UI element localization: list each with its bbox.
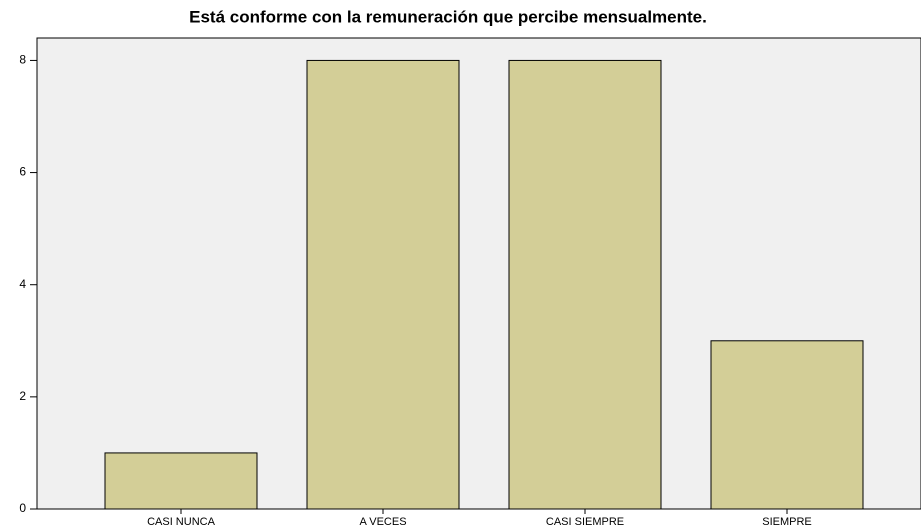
x-tick-label: A VECES <box>359 516 406 528</box>
bar <box>306 59 460 510</box>
y-tick-label: 8 <box>19 53 26 67</box>
y-tick-label: 4 <box>19 277 26 291</box>
x-tick-label: CASI NUNCA <box>147 516 216 528</box>
chart-title: Está conforme con la remuneración que pe… <box>189 7 707 26</box>
bar <box>710 340 864 510</box>
bar <box>508 59 662 510</box>
y-tick-label: 0 <box>19 501 26 515</box>
y-tick-label: 6 <box>19 165 26 179</box>
y-tick-label: 2 <box>19 389 26 403</box>
x-tick-label: CASI SIEMPRE <box>546 516 624 528</box>
bar <box>104 452 258 510</box>
x-tick-label: SIEMPRE <box>762 516 812 528</box>
